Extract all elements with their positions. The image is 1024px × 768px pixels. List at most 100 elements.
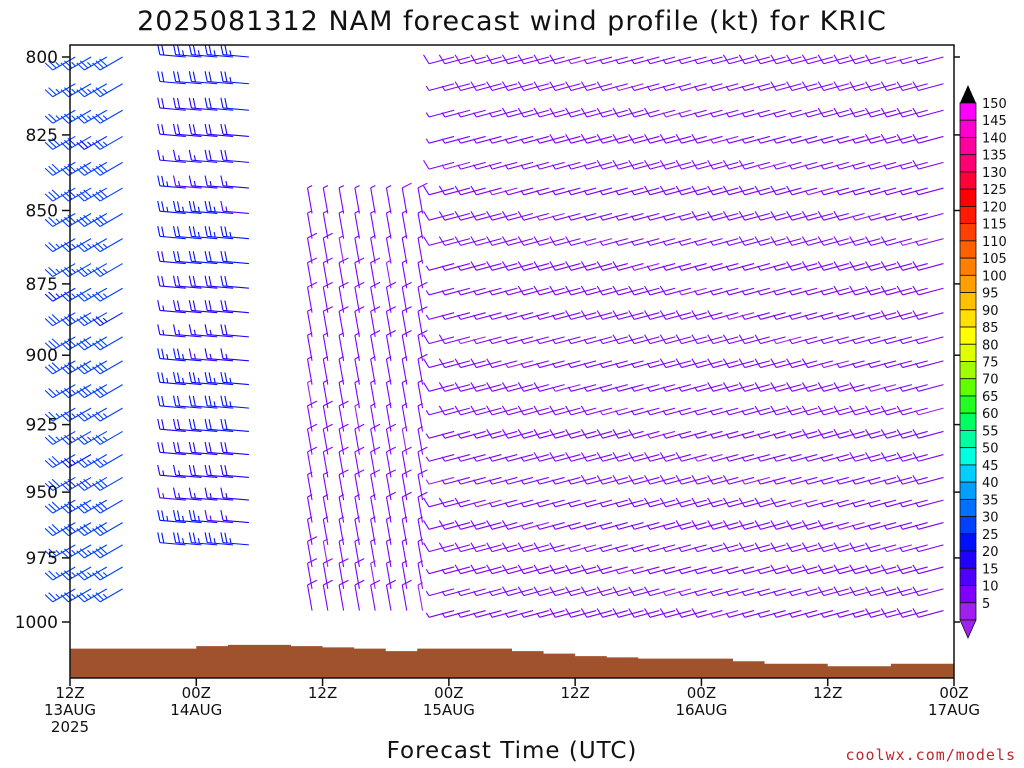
wind-barb bbox=[662, 384, 692, 392]
wind-barb bbox=[517, 211, 549, 221]
wind-barb bbox=[565, 81, 597, 92]
wind-barb bbox=[306, 579, 318, 611]
wind-barb bbox=[612, 608, 644, 618]
wind-barb bbox=[60, 588, 92, 603]
wind-barb bbox=[354, 306, 365, 337]
wind-barb bbox=[306, 308, 313, 337]
wind-barb bbox=[565, 236, 597, 246]
wind-barb bbox=[438, 542, 471, 553]
wind-barb bbox=[820, 499, 849, 508]
wind-barb bbox=[92, 588, 123, 603]
wind-barb bbox=[501, 428, 534, 439]
wind-barb bbox=[770, 236, 802, 246]
wind-barb bbox=[836, 135, 865, 144]
y-tick-label: 875 bbox=[26, 275, 58, 295]
wind-barb bbox=[915, 407, 944, 416]
wind-barb bbox=[44, 187, 76, 202]
wind-barb bbox=[675, 520, 707, 530]
y-tick-label: 925 bbox=[26, 416, 58, 436]
wind-barb bbox=[583, 56, 613, 65]
wind-barb bbox=[220, 532, 249, 546]
wind-barb bbox=[188, 71, 218, 85]
wind-barb bbox=[770, 185, 802, 196]
wind-barb bbox=[836, 336, 865, 345]
wind-barb bbox=[441, 476, 471, 485]
wind-barb bbox=[354, 516, 360, 545]
colorbar-swatch bbox=[959, 430, 977, 449]
colorbar-label: 100 bbox=[982, 269, 1007, 284]
wind-barb bbox=[583, 522, 613, 530]
wind-barb bbox=[678, 407, 707, 416]
wind-barb bbox=[425, 566, 455, 575]
wind-barb bbox=[694, 83, 723, 92]
wind-barb bbox=[385, 306, 397, 337]
wind-barb bbox=[662, 238, 692, 246]
wind-barb bbox=[817, 81, 849, 92]
wind-barb bbox=[220, 509, 249, 524]
colorbar-swatch bbox=[959, 326, 977, 345]
wind-barb bbox=[883, 522, 913, 530]
wind-barb bbox=[612, 586, 644, 597]
wind-barb bbox=[60, 384, 92, 399]
wind-barb bbox=[488, 454, 518, 462]
wind-barb bbox=[915, 522, 944, 530]
wind-barb bbox=[596, 608, 628, 618]
wind-barb bbox=[517, 382, 549, 392]
colorbar-swatch bbox=[959, 274, 977, 293]
wind-barb bbox=[385, 516, 392, 545]
wind-barb bbox=[599, 187, 628, 196]
wind-barb bbox=[470, 564, 502, 575]
wind-barb bbox=[631, 360, 660, 369]
wind-barb bbox=[157, 324, 186, 338]
wind-barb bbox=[722, 211, 755, 221]
wind-barb bbox=[836, 610, 865, 618]
wind-barb bbox=[899, 161, 928, 170]
wind-barb bbox=[354, 558, 365, 589]
wind-barb bbox=[488, 336, 518, 345]
wind-barb bbox=[92, 499, 123, 514]
wind-barb bbox=[707, 520, 739, 530]
wind-barb bbox=[707, 310, 739, 320]
wind-barb bbox=[867, 312, 897, 320]
wind-barb bbox=[883, 336, 913, 345]
wind-barb bbox=[204, 371, 234, 386]
wind-barb bbox=[567, 212, 597, 221]
wind-barb bbox=[694, 544, 723, 553]
wind-barb bbox=[599, 544, 628, 553]
wind-barb bbox=[401, 210, 408, 239]
wind-barb bbox=[883, 544, 913, 553]
wind-barb bbox=[322, 281, 333, 313]
wind-barb bbox=[370, 306, 381, 337]
wind-barb bbox=[441, 109, 471, 118]
wind-barb bbox=[486, 542, 518, 553]
wind-barb bbox=[44, 161, 76, 176]
wind-barb bbox=[865, 542, 897, 553]
wind-barb bbox=[486, 520, 518, 530]
wind-barb bbox=[504, 312, 534, 320]
y-tick-label: 850 bbox=[26, 202, 58, 222]
wind-barb bbox=[899, 544, 928, 553]
wind-barb bbox=[457, 109, 486, 118]
wind-barb bbox=[833, 211, 865, 221]
wind-barb bbox=[596, 134, 628, 144]
wind-barb bbox=[44, 213, 76, 227]
wind-barb bbox=[880, 236, 913, 246]
colorbar-label: 50 bbox=[982, 442, 999, 457]
wind-barb bbox=[852, 499, 881, 508]
wind-barb bbox=[628, 497, 660, 508]
wind-barb bbox=[533, 586, 565, 597]
wind-barb bbox=[501, 81, 534, 92]
wind-barb bbox=[867, 522, 897, 530]
wind-barb bbox=[423, 211, 455, 221]
wind-barb bbox=[488, 312, 518, 320]
wind-barb bbox=[44, 566, 76, 581]
wind-barb bbox=[773, 336, 802, 345]
wind-barb bbox=[646, 83, 676, 92]
wind-barb bbox=[306, 257, 318, 289]
wind-barb bbox=[833, 285, 865, 296]
wind-barb bbox=[172, 348, 202, 362]
wind-barb bbox=[583, 544, 613, 553]
wind-barb bbox=[204, 44, 234, 58]
wind-barb bbox=[631, 212, 660, 221]
wind-barb bbox=[536, 187, 565, 196]
